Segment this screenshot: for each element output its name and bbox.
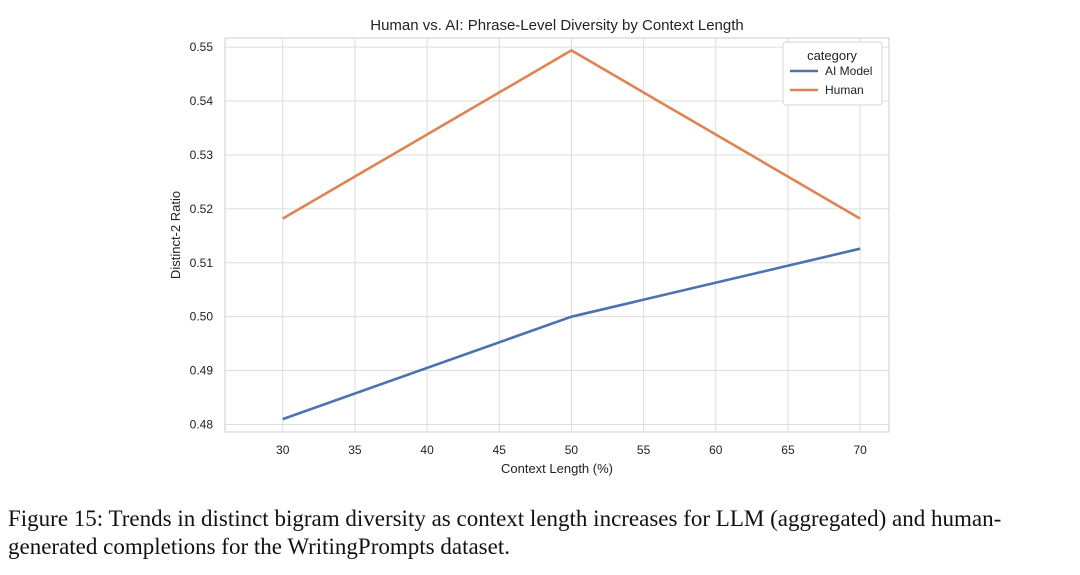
x-tick-label: 35 bbox=[348, 443, 362, 457]
y-tick-label: 0.51 bbox=[190, 256, 214, 270]
legend-label-ai-model: AI Model bbox=[825, 64, 872, 78]
x-tick-label: 55 bbox=[637, 443, 651, 457]
y-tick-label: 0.54 bbox=[190, 94, 214, 108]
line-chart: 30 35 40 45 50 55 60 65 70 0.48 0.49 0.50 0.51 0.52 0… bbox=[168, 17, 890, 476]
y-tick-label: 0.53 bbox=[190, 148, 214, 162]
x-tick-label: 70 bbox=[853, 443, 867, 457]
y-tick-label: 0.48 bbox=[190, 417, 214, 431]
legend: category AI Model Human bbox=[782, 41, 883, 106]
legend-label-human: Human bbox=[825, 83, 864, 97]
x-tick-label: 30 bbox=[276, 443, 290, 457]
x-axis-label: Context Length (%) bbox=[501, 461, 613, 476]
legend-title: category bbox=[807, 48, 857, 63]
y-axis-label: Distinct-2 Ratio bbox=[168, 191, 183, 279]
y-tick-label: 0.52 bbox=[190, 202, 214, 216]
chart-title: Human vs. AI: Phrase-Level Diversity by … bbox=[370, 17, 744, 34]
y-tick-label: 0.49 bbox=[190, 364, 214, 378]
y-tick-label: 0.50 bbox=[190, 310, 214, 324]
y-tick-label: 0.55 bbox=[190, 40, 214, 54]
x-tick-label: 60 bbox=[709, 443, 723, 457]
x-tick-label: 50 bbox=[565, 443, 579, 457]
series-line-ai-model bbox=[282, 247, 861, 421]
x-tick-label: 40 bbox=[420, 443, 434, 457]
figure-caption: Figure 15: Trends in distinct bigram div… bbox=[8, 506, 1002, 559]
plot-frame bbox=[224, 37, 890, 433]
series-line-human bbox=[282, 49, 861, 220]
x-tick-label: 45 bbox=[493, 443, 507, 457]
x-tick-label: 65 bbox=[781, 443, 795, 457]
